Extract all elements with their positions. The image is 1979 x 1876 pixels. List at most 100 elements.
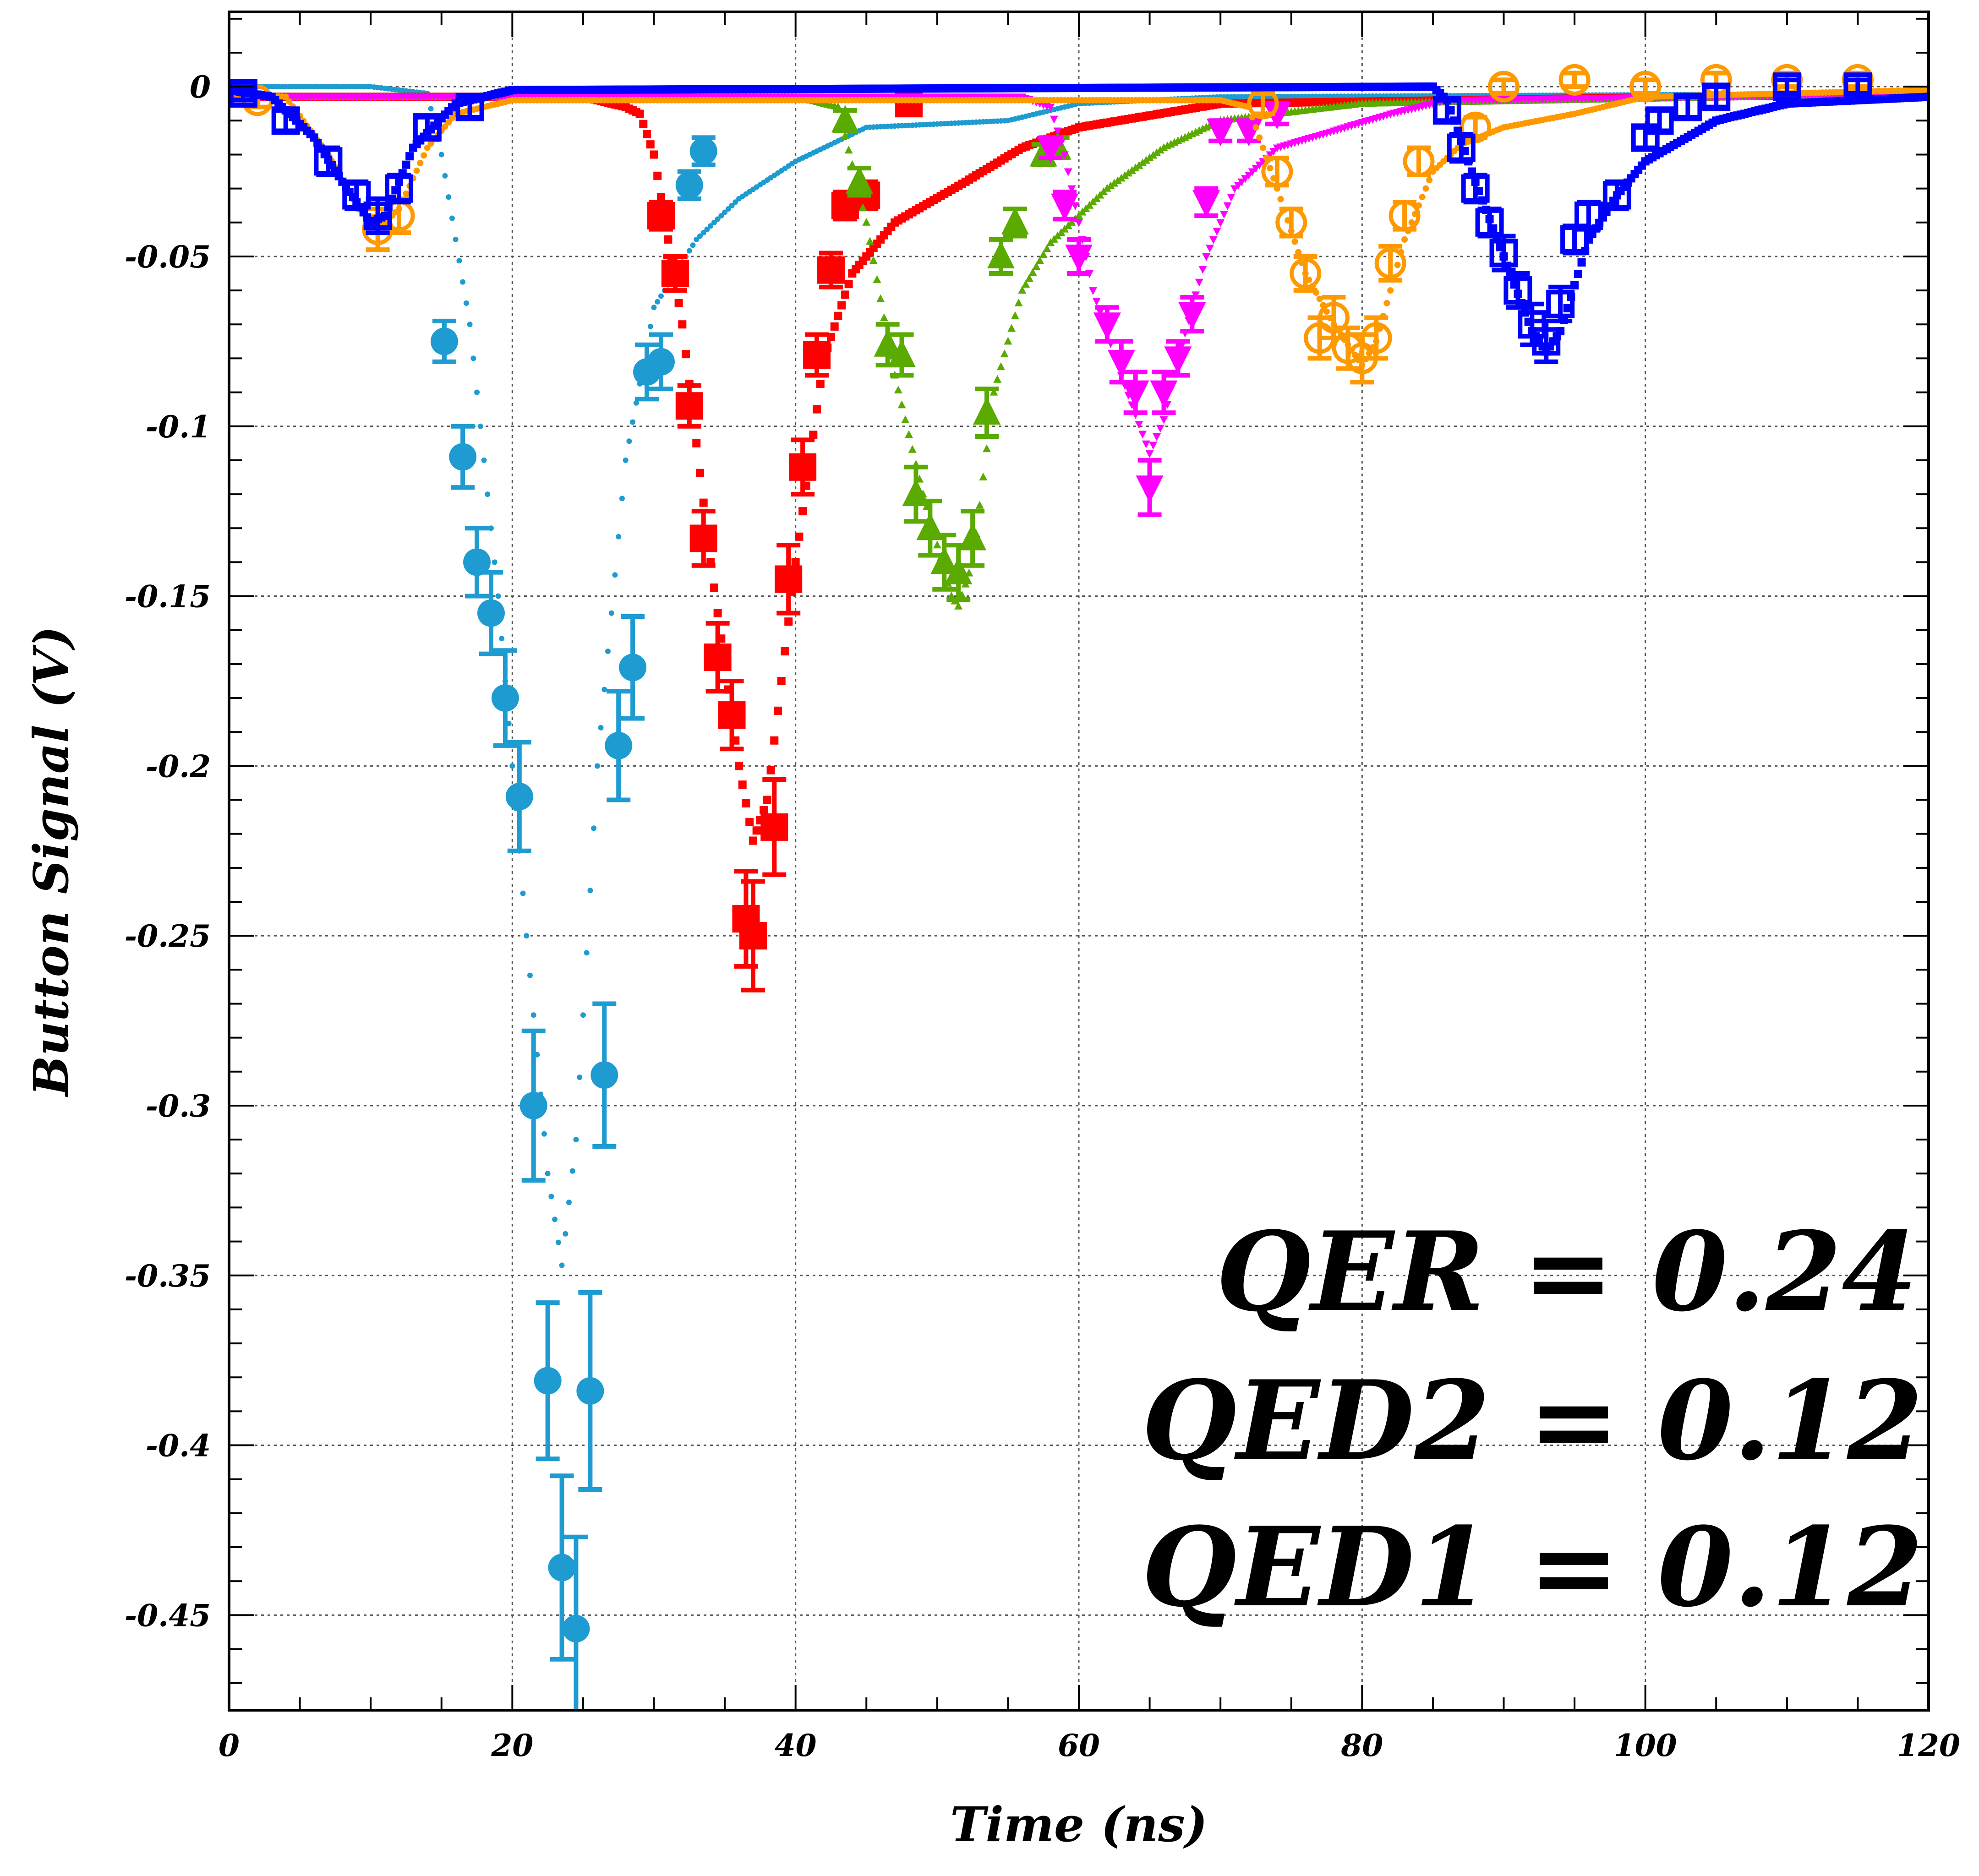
- data-point: [1602, 181, 1631, 210]
- curve-dot: [499, 636, 505, 642]
- curve-dot: [990, 387, 998, 396]
- curve-dot: [880, 313, 888, 322]
- curve-dot: [1028, 268, 1037, 276]
- data-point: [1645, 106, 1674, 135]
- curve-dot: [635, 109, 644, 118]
- curve-dot: [520, 890, 526, 896]
- curve-dot: [442, 173, 448, 179]
- curve-dot: [830, 322, 839, 331]
- data-point: [1558, 64, 1591, 96]
- data-point: [1475, 208, 1504, 237]
- data-point: [1772, 72, 1801, 101]
- data-point: [718, 701, 746, 729]
- curve-dot: [424, 144, 431, 151]
- curve-dot: [1050, 115, 1058, 124]
- curve-dot: [795, 532, 804, 541]
- curve-dot: [897, 400, 906, 409]
- data-point: [987, 240, 1015, 268]
- curve-dot: [563, 1231, 569, 1237]
- y-tick-label: -0.2: [146, 748, 211, 784]
- data-point: [1037, 136, 1065, 164]
- curve-dot: [1135, 421, 1143, 429]
- curve-dot: [559, 1262, 565, 1268]
- curve-dot: [1422, 185, 1429, 192]
- data-point: [463, 548, 491, 576]
- curve-dot: [664, 235, 672, 244]
- curve-dot: [699, 498, 708, 507]
- curve-dot: [858, 203, 867, 212]
- curve-dot: [1025, 274, 1033, 282]
- curve-dot: [710, 584, 718, 592]
- curve-dot: [573, 1137, 579, 1143]
- curve-dot: [1419, 194, 1426, 201]
- curve-dot: [1145, 450, 1154, 458]
- curve-dot: [438, 152, 444, 158]
- curve-dot: [704, 226, 710, 232]
- x-tick-label: 80: [1340, 1728, 1383, 1763]
- curve-dot: [1004, 337, 1012, 345]
- annotation-qed1: QED1 = 0.12: [1142, 1504, 1923, 1631]
- data-point: [1318, 301, 1350, 333]
- curve-dot: [1205, 245, 1214, 253]
- data-point: [1290, 257, 1322, 289]
- curve-dot: [933, 540, 941, 549]
- curve-dot: [1018, 286, 1027, 294]
- curve-dot: [1252, 165, 1260, 173]
- curve-dot: [1022, 280, 1030, 288]
- curve-dot: [695, 469, 704, 477]
- y-axis-title: Button Signal (V): [23, 626, 79, 1097]
- curve-dot: [682, 350, 690, 359]
- curve-dot: [862, 218, 871, 226]
- y-tick-label: -0.25: [125, 918, 211, 954]
- curve-dot: [1234, 182, 1242, 190]
- curve-dot: [530, 1012, 536, 1018]
- curve-dot: [1316, 295, 1323, 302]
- curve-dot: [766, 766, 775, 774]
- curve-dot: [674, 299, 683, 307]
- data-point: [760, 813, 788, 841]
- curve-dot: [1032, 262, 1041, 270]
- curve-dot: [1127, 166, 1136, 174]
- curve-dot: [729, 202, 735, 208]
- curve-dot: [841, 290, 849, 299]
- curve-dot: [763, 796, 771, 804]
- curve-dot: [983, 444, 991, 453]
- data-point: [1261, 156, 1293, 188]
- curve-dot: [1256, 134, 1263, 141]
- data-point: [413, 113, 442, 142]
- curve-dot: [1394, 262, 1401, 268]
- curve-dot: [591, 825, 597, 831]
- data-point: [1192, 190, 1220, 218]
- annotation-qer: QER = 0.24: [1216, 1208, 1917, 1336]
- data-point: [363, 201, 392, 230]
- data-point: [789, 453, 817, 481]
- data-point: [271, 106, 300, 135]
- curve-dot: [735, 762, 743, 770]
- data-point: [1532, 327, 1561, 356]
- series-5: [229, 64, 1929, 385]
- data-point: [342, 181, 371, 210]
- curve-dot: [1000, 349, 1009, 358]
- data-point: [874, 329, 902, 357]
- curve-dot: [905, 430, 913, 438]
- curve-dot: [1007, 324, 1016, 332]
- curve-dot: [403, 190, 410, 197]
- x-tick-label: 20: [491, 1728, 533, 1763]
- curve-dot: [837, 301, 846, 310]
- curve-dot: [1061, 151, 1069, 159]
- data-point: [1107, 349, 1135, 377]
- y-axis-tick-labels: 0 -0.05 -0.1 -0.15 -0.2 -0.25 -0.3 -0.35 -0.4 -0.…: [125, 69, 211, 1633]
- curve-dot: [1570, 281, 1579, 289]
- curve-dot: [908, 445, 917, 453]
- curve-dot: [1195, 278, 1203, 287]
- data-point: [1051, 193, 1079, 221]
- curve-dot: [612, 572, 618, 578]
- curve-dot: [485, 491, 491, 497]
- curve-dot: [813, 405, 821, 414]
- curve-dot: [1295, 249, 1302, 256]
- y-tick-label: -0.1: [146, 409, 211, 445]
- curve-dot: [492, 559, 497, 565]
- data-point: [803, 341, 831, 369]
- curve-dot: [417, 160, 424, 167]
